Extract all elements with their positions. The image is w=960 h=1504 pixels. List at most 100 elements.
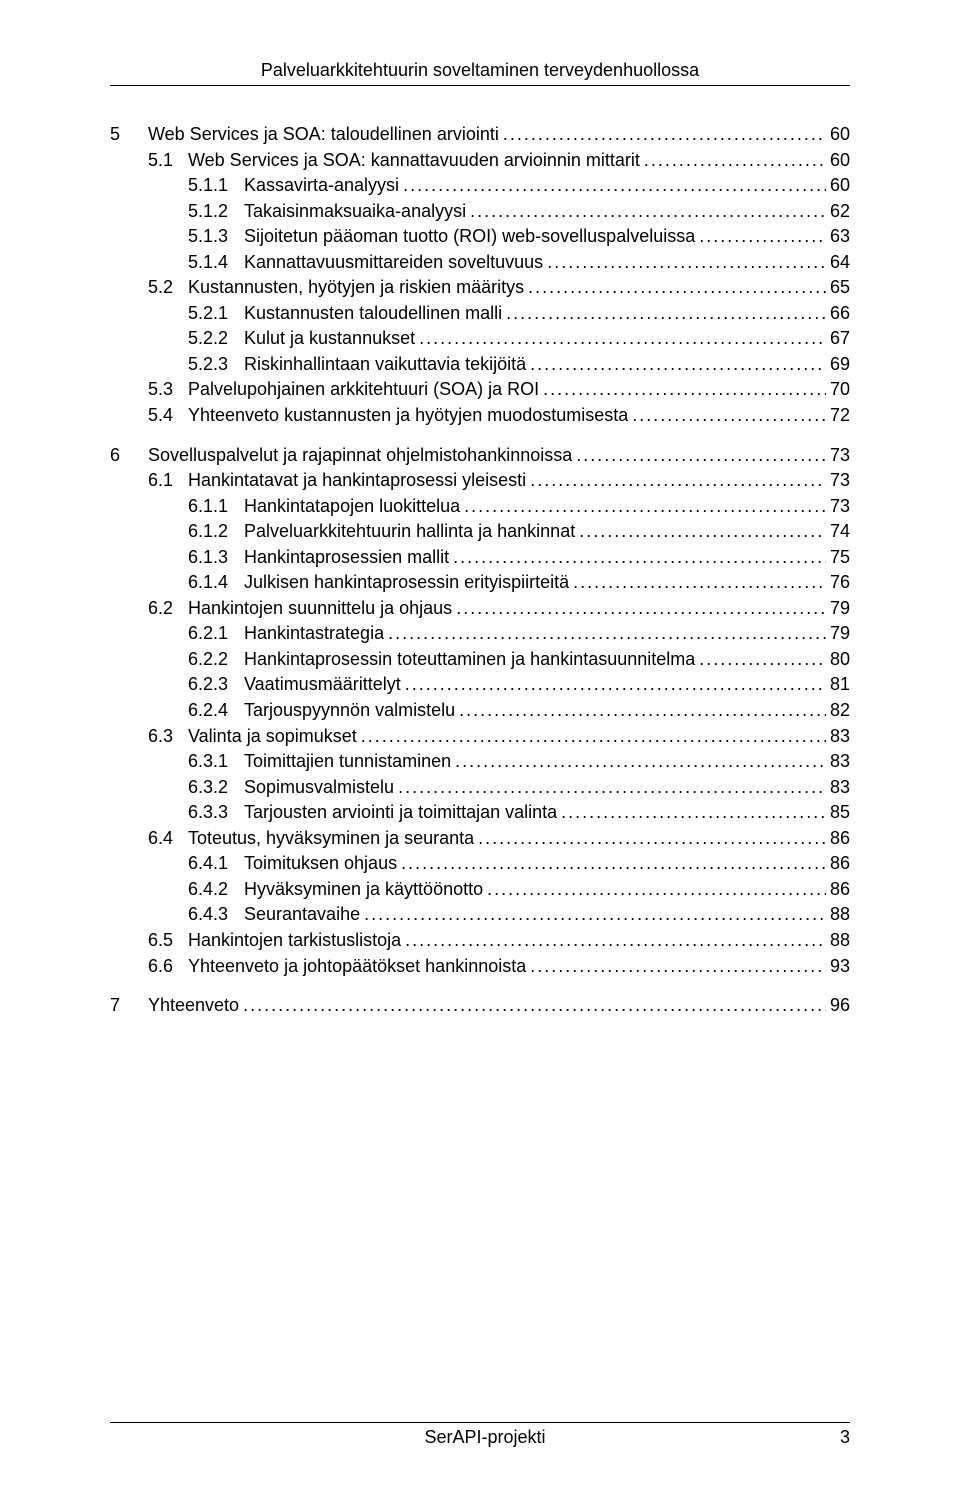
toc-leader-dots xyxy=(644,148,826,174)
toc-leader-dots xyxy=(530,352,826,378)
toc-entry: 5.1.1Kassavirta-analyysi60 xyxy=(110,173,850,199)
toc-number: 5.2.2 xyxy=(188,326,244,352)
toc-title: Tarjouspyynnön valmistelu xyxy=(244,698,455,724)
toc-number: 6.1.3 xyxy=(188,545,244,571)
toc-leader-dots xyxy=(632,403,826,429)
toc-page: 60 xyxy=(830,122,850,148)
toc-page: 88 xyxy=(830,928,850,954)
toc-page: 75 xyxy=(830,545,850,571)
toc-leader-dots xyxy=(576,443,826,469)
toc-leader-dots xyxy=(456,596,826,622)
toc-number: 6.1.2 xyxy=(188,519,244,545)
toc-number: 6.4 xyxy=(148,826,188,852)
toc-page: 60 xyxy=(830,148,850,174)
toc-entry: 6.1.2Palveluarkkitehtuurin hallinta ja h… xyxy=(110,519,850,545)
toc-title: Yhteenveto kustannusten ja hyötyjen muod… xyxy=(188,403,628,429)
toc-number: 6.3 xyxy=(148,724,188,750)
toc-page: 86 xyxy=(830,877,850,903)
toc-page: 72 xyxy=(830,403,850,429)
toc-leader-dots xyxy=(506,301,826,327)
toc-entry: 5.2.2Kulut ja kustannukset67 xyxy=(110,326,850,352)
toc-title: Hankintojen suunnittelu ja ohjaus xyxy=(188,596,452,622)
footer-project: SerAPI-projekti xyxy=(130,1427,840,1448)
page-footer: SerAPI-projekti 3 xyxy=(110,1422,850,1448)
toc-title: Yhteenveto ja johtopäätökset hankinnoist… xyxy=(188,954,526,980)
toc-leader-dots xyxy=(528,275,826,301)
toc-entry: 5.3Palvelupohjainen arkkitehtuuri (SOA) … xyxy=(110,377,850,403)
toc-page: 66 xyxy=(830,301,850,327)
toc-title: Toimittajien tunnistaminen xyxy=(244,749,451,775)
toc-title: Takaisinmaksuaika-analyysi xyxy=(244,199,466,225)
toc-entry: 6.1Hankintatavat ja hankintaprosessi yle… xyxy=(110,468,850,494)
toc-entry: 6.2.4Tarjouspyynnön valmistelu82 xyxy=(110,698,850,724)
toc-leader-dots xyxy=(579,519,826,545)
toc-title: Julkisen hankintaprosessin erityispiirte… xyxy=(244,570,569,596)
toc-number: 5.2.3 xyxy=(188,352,244,378)
toc-page: 82 xyxy=(830,698,850,724)
toc-entry: 6.6Yhteenveto ja johtopäätökset hankinno… xyxy=(110,954,850,980)
toc-leader-dots xyxy=(547,250,826,276)
toc-number: 5.1.1 xyxy=(188,173,244,199)
toc-title: Hankintojen tarkistuslistoja xyxy=(188,928,401,954)
toc-title: Vaatimusmäärittelyt xyxy=(244,672,401,698)
toc-entry: 6.1.4Julkisen hankintaprosessin erityisp… xyxy=(110,570,850,596)
toc-title: Hankintatavat ja hankintaprosessi yleise… xyxy=(188,468,526,494)
header-rule xyxy=(110,85,850,86)
toc-title: Yhteenveto xyxy=(148,993,239,1019)
toc-entry: 5.1.2Takaisinmaksuaika-analyysi62 xyxy=(110,199,850,225)
toc-number: 6.4.3 xyxy=(188,902,244,928)
toc-leader-dots xyxy=(543,377,826,403)
toc-entry: 5Web Services ja SOA: taloudellinen arvi… xyxy=(110,122,850,148)
toc-entry: 5.1Web Services ja SOA: kannattavuuden a… xyxy=(110,148,850,174)
toc-title: Sijoitetun pääoman tuotto (ROI) web-sove… xyxy=(244,224,695,250)
toc-entry: 6.2.1Hankintastrategia79 xyxy=(110,621,850,647)
toc-page: 86 xyxy=(830,826,850,852)
toc-title: Kulut ja kustannukset xyxy=(244,326,415,352)
toc-entry: 6.4Toteutus, hyväksyminen ja seuranta 86 xyxy=(110,826,850,852)
toc-title: Hankintatapojen luokittelua xyxy=(244,494,460,520)
toc-leader-dots xyxy=(459,698,826,724)
toc-entry: 5.2.1Kustannusten taloudellinen malli66 xyxy=(110,301,850,327)
toc-entry: 5.4Yhteenveto kustannusten ja hyötyjen m… xyxy=(110,403,850,429)
toc-number: 6.2.1 xyxy=(188,621,244,647)
toc-title: Hyväksyminen ja käyttöönotto xyxy=(244,877,483,903)
toc-leader-dots xyxy=(478,826,826,852)
toc-number: 6.2 xyxy=(148,596,188,622)
toc-page: 64 xyxy=(830,250,850,276)
toc-entry: 5.1.3Sijoitetun pääoman tuotto (ROI) web… xyxy=(110,224,850,250)
toc-leader-dots xyxy=(403,173,826,199)
toc-number: 5.1.4 xyxy=(188,250,244,276)
toc-page: 80 xyxy=(830,647,850,673)
toc-number: 6.3.2 xyxy=(188,775,244,801)
toc-entry: 6.2.2Hankintaprosessin toteuttaminen ja … xyxy=(110,647,850,673)
toc-page: 74 xyxy=(830,519,850,545)
toc-page: 79 xyxy=(830,596,850,622)
toc-entry: 6.3.1Toimittajien tunnistaminen83 xyxy=(110,749,850,775)
toc-leader-dots xyxy=(530,468,826,494)
toc-leader-dots xyxy=(503,122,826,148)
toc-leader-dots xyxy=(388,621,826,647)
toc-entry: 6.3Valinta ja sopimukset83 xyxy=(110,724,850,750)
toc-title: Toteutus, hyväksyminen ja seuranta xyxy=(188,826,474,852)
toc-entry: 6.2.3Vaatimusmäärittelyt81 xyxy=(110,672,850,698)
toc-leader-dots xyxy=(398,775,826,801)
toc-title: Seurantavaihe xyxy=(244,902,360,928)
toc-page: 85 xyxy=(830,800,850,826)
toc-title: Hankintaprosessien mallit xyxy=(244,545,449,571)
toc-number: 5.1.3 xyxy=(188,224,244,250)
toc-number: 6.1.4 xyxy=(188,570,244,596)
toc-number: 5.4 xyxy=(148,403,188,429)
toc-number: 5.2 xyxy=(148,275,188,301)
toc-leader-dots xyxy=(419,326,826,352)
toc-entry: 6.1.3Hankintaprosessien mallit 75 xyxy=(110,545,850,571)
toc-page: 73 xyxy=(830,468,850,494)
toc-page: 86 xyxy=(830,851,850,877)
toc-number: 7 xyxy=(110,993,148,1019)
toc-entry: 5.2Kustannusten, hyötyjen ja riskien mää… xyxy=(110,275,850,301)
toc-page: 65 xyxy=(830,275,850,301)
toc-leader-dots xyxy=(561,800,826,826)
toc-leader-dots xyxy=(464,494,826,520)
toc-leader-dots xyxy=(364,902,826,928)
toc-leader-dots xyxy=(699,224,826,250)
toc-page: 83 xyxy=(830,775,850,801)
